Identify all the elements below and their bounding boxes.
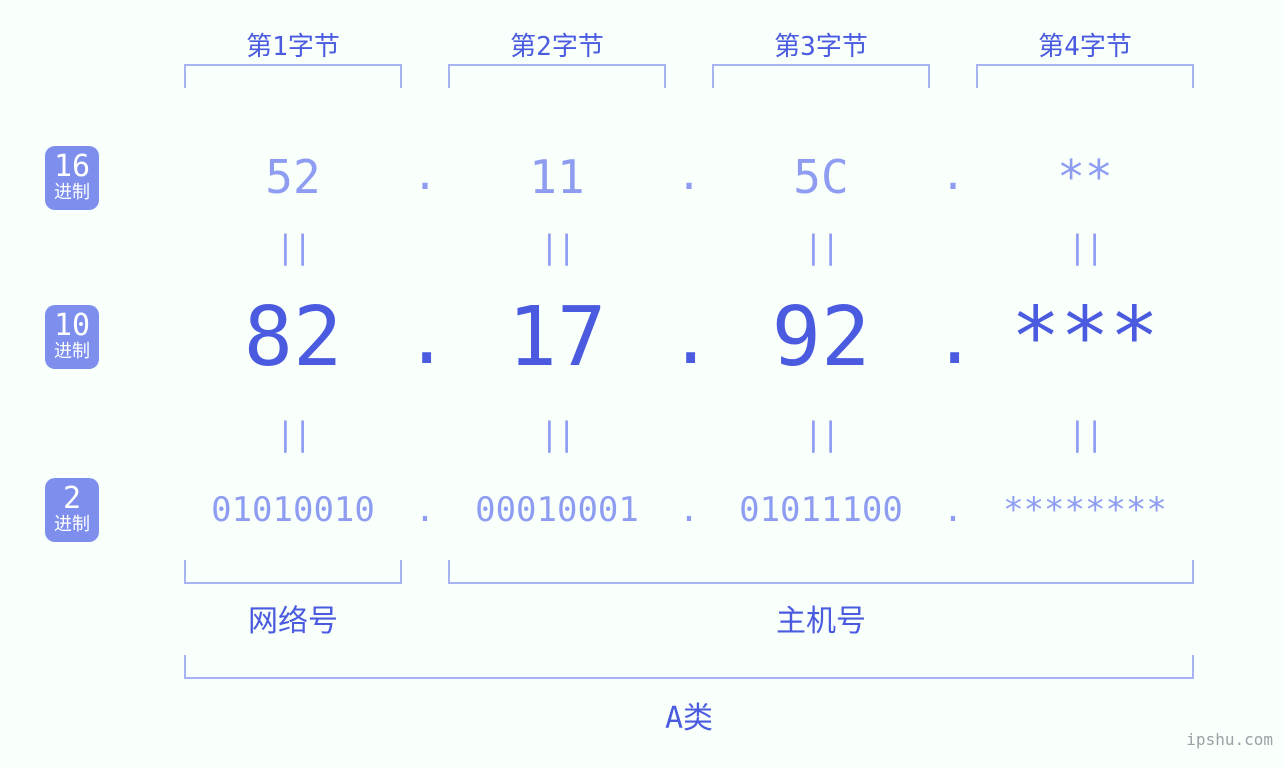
byte-label-1: 第1字节 [178, 26, 408, 63]
badge-dec-big: 10 [45, 311, 99, 341]
hex-byte-1: 52 [178, 150, 408, 204]
badge-dec-small: 进制 [45, 343, 99, 361]
watermark: ipshu.com [1186, 730, 1273, 749]
eq-2-2: || [442, 415, 672, 453]
bracket-class [184, 655, 1194, 679]
dec-dot-3: . [933, 296, 973, 380]
label-host: 主机号 [442, 596, 1200, 640]
hex-byte-2: 11 [442, 150, 672, 204]
label-network: 网络号 [178, 596, 408, 640]
bin-byte-3: 01011100 [706, 490, 936, 530]
badge-bin-big: 2 [45, 484, 99, 514]
dec-dot-2: . [669, 296, 709, 380]
top-bracket-2 [448, 64, 666, 88]
row-badge-bin: 2 进制 [45, 478, 99, 542]
ip-bases-diagram: 第1字节 第2字节 第3字节 第4字节 16 进制 52 . 11 . 5C .… [0, 0, 1285, 767]
hex-byte-3: 5C [706, 150, 936, 204]
eq-2-3: || [706, 415, 936, 453]
badge-hex-big: 16 [45, 152, 99, 182]
dec-byte-2: 17 [442, 290, 672, 385]
bin-byte-1: 01010010 [178, 490, 408, 530]
bin-byte-2: 00010001 [442, 490, 672, 530]
hex-dot-1: . [410, 150, 440, 199]
eq-1-1: || [178, 228, 408, 266]
top-bracket-3 [712, 64, 930, 88]
eq-2-4: || [970, 415, 1200, 453]
row-badge-dec: 10 进制 [45, 305, 99, 369]
label-class: A类 [178, 693, 1200, 737]
hex-dot-2: . [674, 150, 704, 199]
eq-1-3: || [706, 228, 936, 266]
top-bracket-1 [184, 64, 402, 88]
dec-byte-3: 92 [706, 290, 936, 385]
byte-label-2: 第2字节 [442, 26, 672, 63]
eq-2-1: || [178, 415, 408, 453]
bracket-network [184, 560, 402, 584]
bracket-host [448, 560, 1194, 584]
dec-byte-1: 82 [178, 290, 408, 385]
top-bracket-4 [976, 64, 1194, 88]
dec-dot-1: . [405, 296, 445, 380]
row-badge-hex: 16 进制 [45, 146, 99, 210]
hex-dot-3: . [938, 150, 968, 199]
bin-dot-1: . [410, 490, 440, 530]
dec-byte-4: *** [970, 290, 1200, 385]
bin-byte-4: ******** [970, 490, 1200, 530]
bin-dot-3: . [938, 490, 968, 530]
eq-1-4: || [970, 228, 1200, 266]
hex-byte-4: ** [970, 150, 1200, 204]
badge-hex-small: 进制 [45, 184, 99, 202]
badge-bin-small: 进制 [45, 516, 99, 534]
bin-dot-2: . [674, 490, 704, 530]
byte-label-4: 第4字节 [970, 26, 1200, 63]
byte-label-3: 第3字节 [706, 26, 936, 63]
eq-1-2: || [442, 228, 672, 266]
